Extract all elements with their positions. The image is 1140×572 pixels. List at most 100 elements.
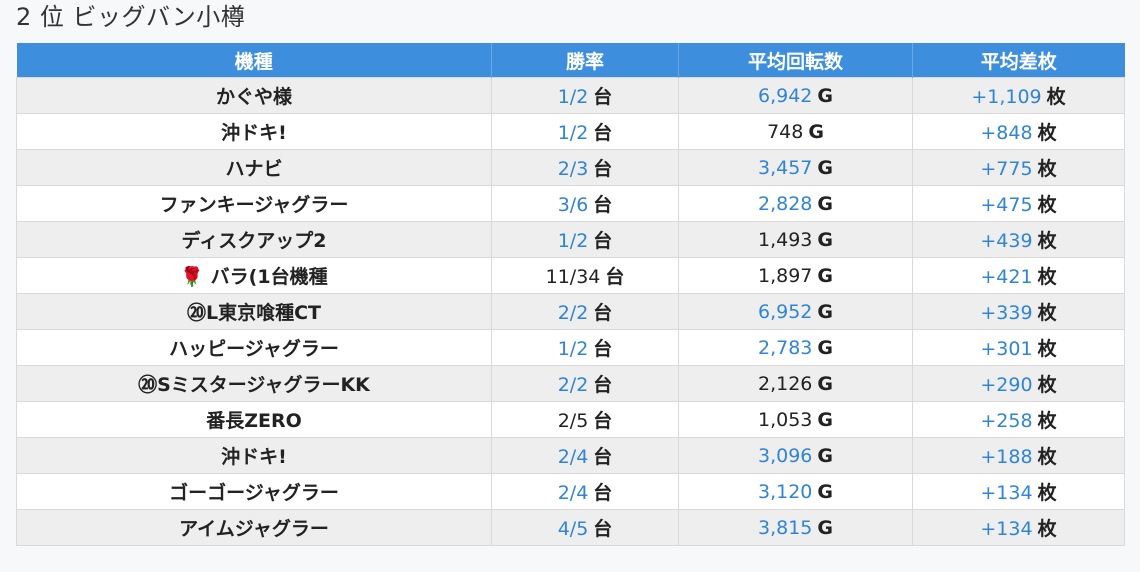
cell-avg-spins-value[interactable]: 3,815 — [757, 516, 813, 539]
header-win-rate[interactable]: 勝率 — [491, 43, 679, 78]
cell-avg-spins-value[interactable]: 3,457 — [757, 156, 813, 179]
cell-avg-diff-value[interactable]: +1,109 — [971, 86, 1042, 108]
cell-machine[interactable]: ディスクアップ2 — [16, 221, 492, 258]
cell-avg-spins-value[interactable]: 2,783 — [757, 336, 813, 359]
cell-avg-spins-unit: G — [808, 120, 824, 143]
cell-avg-diff-unit: 枚 — [1037, 374, 1057, 396]
cell-avg-diff-unit: 枚 — [1037, 482, 1057, 504]
cell-avg-diff-value[interactable]: +134 — [980, 518, 1033, 540]
cell-win-rate-value[interactable]: 1/2 — [557, 230, 589, 252]
header-machine[interactable]: 機種 — [16, 43, 492, 78]
cell-win-rate-value: 11/34 — [545, 266, 601, 288]
cell-avg-diff: +439 枚 — [912, 221, 1125, 258]
cell-avg-spins: 3,120 G — [678, 473, 913, 510]
cell-avg-diff-unit: 枚 — [1037, 338, 1057, 360]
cell-win-rate-unit: 台 — [593, 302, 613, 324]
cell-avg-spins: 6,952 G — [678, 293, 913, 330]
cell-avg-spins: 1,493 G — [678, 221, 913, 258]
cell-avg-diff-unit: 枚 — [1037, 122, 1057, 144]
cell-win-rate-value[interactable]: 2/2 — [557, 374, 589, 396]
cell-avg-spins: 2,828 G — [678, 185, 913, 222]
cell-win-rate-value[interactable]: 4/5 — [557, 518, 589, 540]
cell-win-rate-value[interactable]: 2/4 — [557, 446, 589, 468]
cell-avg-spins-unit: G — [817, 480, 833, 503]
cell-avg-diff-value[interactable]: +134 — [980, 482, 1033, 504]
cell-avg-spins: 6,942 G — [678, 77, 913, 114]
cell-win-rate-unit: 台 — [593, 410, 613, 432]
cell-machine[interactable]: アイムジャグラー — [16, 509, 492, 546]
cell-win-rate-value[interactable]: 1/2 — [557, 122, 589, 144]
cell-avg-spins: 1,897 G — [678, 257, 913, 294]
cell-avg-diff: +301 枚 — [912, 329, 1125, 366]
cell-win-rate-value[interactable]: 3/6 — [557, 194, 589, 216]
cell-win-rate: 11/34 台 — [491, 257, 679, 294]
cell-avg-spins-value[interactable]: 6,952 — [757, 300, 813, 323]
cell-avg-spins-value[interactable]: 6,942 — [757, 84, 813, 107]
cell-win-rate-value[interactable]: 2/4 — [557, 482, 589, 504]
cell-avg-spins: 1,053 G — [678, 401, 913, 438]
cell-machine[interactable]: ハナビ — [16, 149, 492, 186]
cell-avg-spins: 2,126 G — [678, 365, 913, 402]
cell-avg-spins-value[interactable]: 3,120 — [757, 480, 813, 503]
cell-machine[interactable]: 沖ドキ! — [16, 113, 492, 150]
table-row: 沖ドキ! 1/2 台 748 G +848 枚 — [16, 113, 1125, 150]
cell-avg-spins-value[interactable]: 2,828 — [757, 192, 813, 215]
header-avg-diff[interactable]: 平均差枚 — [912, 43, 1125, 78]
cell-machine[interactable]: ⑳SミスタージャグラーKK — [16, 365, 492, 402]
cell-avg-diff: +258 枚 — [912, 401, 1125, 438]
cell-avg-diff-value[interactable]: +421 — [980, 266, 1033, 288]
cell-win-rate: 2/4 台 — [491, 473, 679, 510]
cell-avg-spins-value[interactable]: 3,096 — [757, 444, 813, 467]
table-row: ファンキージャグラー 3/6 台 2,828 G +475 枚 — [16, 185, 1125, 222]
table-row: かぐや様 1/2 台 6,942 G +1,109 枚 — [16, 77, 1125, 114]
cell-avg-spins-unit: G — [817, 516, 833, 539]
cell-avg-diff-value[interactable]: +339 — [980, 302, 1033, 324]
cell-avg-diff-value[interactable]: +301 — [980, 338, 1033, 360]
cell-avg-spins-unit: G — [817, 408, 833, 431]
cell-machine[interactable]: 🌹 バラ(1台機種 — [16, 257, 492, 294]
cell-avg-diff-unit: 枚 — [1046, 86, 1066, 108]
cell-win-rate-value[interactable]: 1/2 — [557, 86, 589, 108]
cell-machine[interactable]: ゴーゴージャグラー — [16, 473, 492, 510]
cell-avg-diff: +848 枚 — [912, 113, 1125, 150]
cell-avg-diff-value[interactable]: +258 — [980, 410, 1033, 432]
cell-avg-diff-value[interactable]: +475 — [980, 194, 1033, 216]
cell-machine[interactable]: ファンキージャグラー — [16, 185, 492, 222]
cell-win-rate-value[interactable]: 2/2 — [557, 302, 589, 324]
cell-win-rate-unit: 台 — [605, 266, 625, 288]
table-row: ゴーゴージャグラー 2/4 台 3,120 G +134 枚 — [16, 473, 1125, 510]
cell-avg-diff: +134 枚 — [912, 509, 1125, 546]
cell-win-rate-value[interactable]: 1/2 — [557, 338, 589, 360]
cell-machine[interactable]: ハッピージャグラー — [16, 329, 492, 366]
cell-win-rate: 3/6 台 — [491, 185, 679, 222]
cell-avg-diff-unit: 枚 — [1037, 230, 1057, 252]
cell-win-rate-unit: 台 — [593, 86, 613, 108]
cell-avg-diff: +421 枚 — [912, 257, 1125, 294]
cell-avg-diff-value[interactable]: +290 — [980, 374, 1033, 396]
cell-machine[interactable]: 沖ドキ! — [16, 437, 492, 474]
cell-avg-diff-unit: 枚 — [1037, 518, 1057, 540]
cell-avg-spins-unit: G — [817, 84, 833, 107]
cell-win-rate-value[interactable]: 2/3 — [557, 158, 589, 180]
page-title: 2 位 ビッグバン小樽 — [16, 3, 246, 31]
cell-avg-spins-unit: G — [817, 372, 833, 395]
cell-win-rate-unit: 台 — [593, 446, 613, 468]
cell-win-rate-unit: 台 — [593, 374, 613, 396]
cell-avg-diff-unit: 枚 — [1037, 194, 1057, 216]
cell-machine[interactable]: ⑳L東京喰種CT — [16, 293, 492, 330]
cell-win-rate: 1/2 台 — [491, 113, 679, 150]
cell-avg-diff-unit: 枚 — [1037, 410, 1057, 432]
header-avg-spins[interactable]: 平均回転数 — [678, 43, 913, 78]
cell-avg-diff-value[interactable]: +188 — [980, 446, 1033, 468]
cell-avg-spins-unit: G — [817, 300, 833, 323]
cell-avg-diff-value[interactable]: +848 — [980, 122, 1033, 144]
cell-win-rate: 2/5 台 — [491, 401, 679, 438]
cell-win-rate-unit: 台 — [593, 122, 613, 144]
cell-win-rate-value: 2/5 — [557, 410, 589, 432]
cell-machine[interactable]: かぐや様 — [16, 77, 492, 114]
cell-win-rate: 1/2 台 — [491, 221, 679, 258]
cell-avg-diff-value[interactable]: +775 — [980, 158, 1033, 180]
cell-machine[interactable]: 番長ZERO — [16, 401, 492, 438]
cell-avg-diff-value[interactable]: +439 — [980, 230, 1033, 252]
cell-avg-spins-unit: G — [817, 192, 833, 215]
